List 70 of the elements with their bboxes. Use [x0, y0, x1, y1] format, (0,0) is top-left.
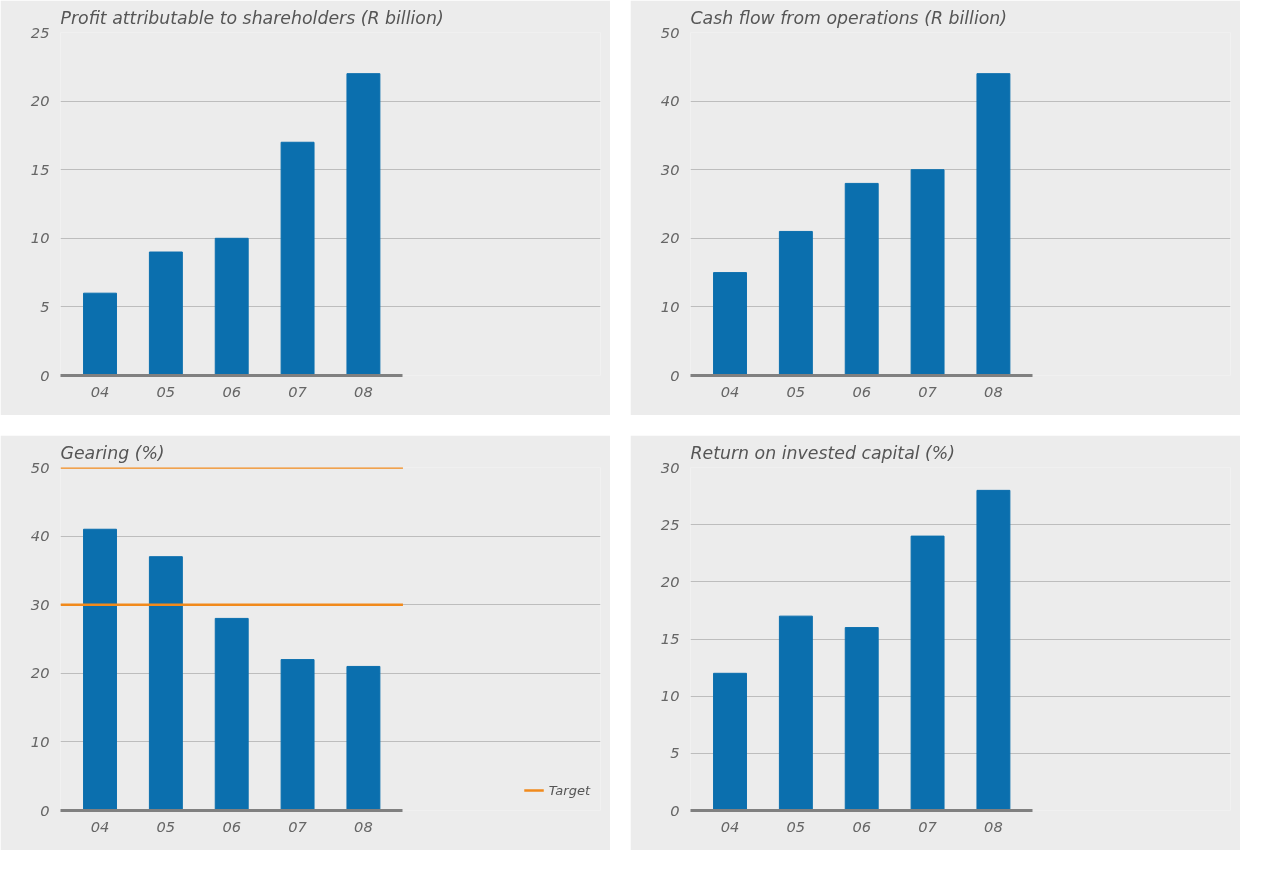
y-tick-label: 30	[660, 160, 680, 178]
y-tick-label: 0	[670, 366, 680, 384]
x-tick-label: 07	[918, 382, 938, 400]
bar	[214, 617, 249, 811]
y-tick-label: 0	[40, 801, 50, 819]
bar	[83, 528, 117, 811]
bar	[844, 627, 879, 811]
bar	[844, 182, 879, 376]
x-tick-label: 08	[354, 817, 373, 835]
legend-label: Target	[548, 782, 590, 798]
y-tick-label: 10	[30, 732, 50, 750]
y-tick-label: 20	[30, 92, 50, 110]
bar	[910, 169, 945, 376]
y-tick-label: 20	[660, 229, 680, 247]
x-tick-label: 06	[222, 382, 242, 400]
chart-title: Return on invested capital (%)	[690, 442, 956, 463]
y-tick-label: 30	[660, 458, 680, 476]
x-tick-label: 05	[786, 382, 806, 400]
bar	[280, 659, 315, 811]
x-tick-label: 08	[984, 817, 1003, 835]
x-tick-label: 04	[720, 817, 740, 835]
y-tick-label: 5	[670, 744, 680, 762]
chart-title: Profit attributable to shareholders (R billion)	[60, 7, 444, 28]
y-tick-label: 10	[660, 687, 680, 705]
chart-title: Gearing (%)	[60, 442, 165, 463]
y-tick-label: 10	[30, 229, 50, 247]
y-tick-label: 30	[30, 595, 50, 613]
y-tick-label: 15	[30, 160, 50, 178]
bar	[976, 489, 1011, 811]
x-tick-label: 08	[984, 382, 1003, 400]
x-tick-label: 04	[720, 382, 740, 400]
y-tick-label: 40	[660, 92, 680, 110]
bar	[148, 251, 183, 376]
y-tick-label: 15	[660, 630, 680, 647]
y-tick-label: 20	[30, 664, 50, 682]
x-tick-label: 08	[354, 382, 373, 400]
bar	[778, 230, 813, 376]
bar	[280, 141, 315, 376]
bar	[214, 237, 249, 376]
x-tick-label: 06	[222, 817, 242, 835]
y-tick-label: 20	[660, 572, 680, 590]
x-tick-label: 05	[786, 817, 806, 835]
y-tick-label: 25	[30, 23, 50, 41]
x-tick-label: 04	[90, 817, 110, 835]
x-tick-label: 07	[918, 817, 938, 835]
bar	[713, 272, 747, 376]
y-tick-label: 50	[30, 458, 50, 476]
x-tick-label: 06	[852, 817, 872, 835]
bar	[910, 535, 945, 811]
x-tick-label: 04	[90, 382, 110, 400]
bar	[346, 73, 381, 376]
y-tick-label: 25	[660, 515, 680, 533]
bar	[83, 292, 117, 376]
bar	[148, 556, 183, 811]
bar	[713, 672, 747, 811]
x-tick-label: 07	[288, 817, 308, 835]
y-tick-label: 0	[670, 801, 680, 819]
y-tick-label: 5	[40, 297, 50, 315]
bar	[346, 665, 381, 811]
x-tick-label: 05	[156, 382, 176, 400]
bar	[976, 73, 1011, 376]
x-tick-label: 05	[156, 817, 176, 835]
y-tick-label: 40	[30, 527, 50, 545]
y-tick-label: 10	[660, 297, 680, 315]
y-tick-label: 50	[660, 23, 680, 41]
x-tick-label: 06	[852, 382, 872, 400]
y-tick-label: 0	[40, 366, 50, 384]
bar	[778, 615, 813, 811]
chart-title: Cash flow from operations (R billion)	[690, 7, 1008, 28]
x-tick-label: 07	[288, 382, 308, 400]
